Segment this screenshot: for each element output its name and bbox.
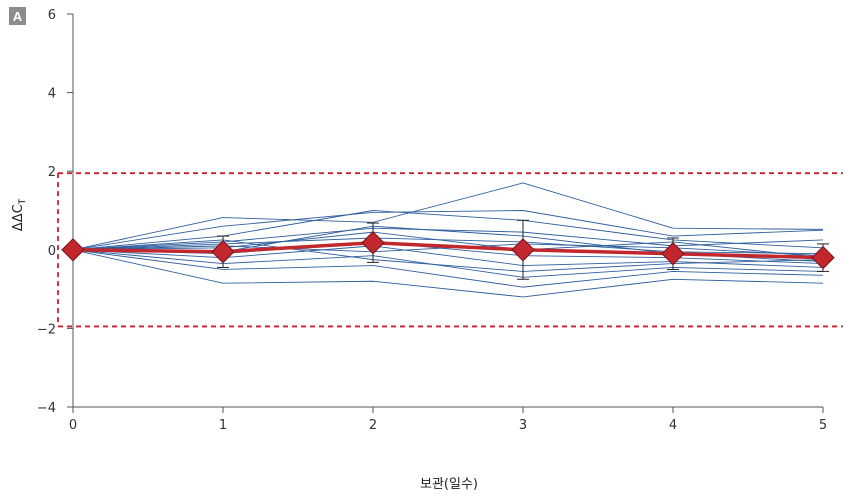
mean-point xyxy=(61,238,85,262)
individual-series xyxy=(72,182,824,298)
series-line xyxy=(72,210,824,251)
mean-point xyxy=(211,240,235,264)
x-tick-label: 3 xyxy=(519,418,527,433)
x-tick-label: 2 xyxy=(369,418,377,433)
series-line xyxy=(72,237,824,255)
y-axis-title-subscript: T xyxy=(18,198,28,205)
y-tick-label: −4 xyxy=(37,401,56,416)
y-tick-label: 2 xyxy=(48,165,56,180)
y-tick-label: 0 xyxy=(48,244,56,259)
panel-label-text: A xyxy=(13,9,23,24)
x-tick-label: 4 xyxy=(669,418,677,433)
panel-label: A xyxy=(9,7,26,25)
mean-point xyxy=(661,242,685,266)
mean-point xyxy=(511,238,535,262)
series-line xyxy=(72,239,824,272)
series-line xyxy=(72,249,824,288)
series-line xyxy=(72,210,824,251)
x-tick-label: 1 xyxy=(219,418,227,433)
axes: −4 −2 0 2 4 6 0 1 2 3 4 5 xyxy=(37,8,827,433)
y-tick-label: −2 xyxy=(37,322,56,337)
series-line xyxy=(72,182,824,251)
series-line xyxy=(72,249,824,278)
y-axis-title-main: ΔΔC xyxy=(11,204,26,231)
panel-label-box xyxy=(9,7,26,25)
y-axis-title: ΔΔCT xyxy=(11,198,28,231)
x-axis-title: 보관(일수) xyxy=(420,477,478,492)
x-tick-label: 0 xyxy=(69,418,77,433)
mean-series xyxy=(61,219,835,280)
x-tick-label: 5 xyxy=(819,418,827,433)
series-line xyxy=(72,249,824,298)
mean-line xyxy=(72,240,824,260)
threshold-band xyxy=(57,172,843,328)
mean-point xyxy=(811,245,835,270)
series-line xyxy=(72,231,824,259)
y-tick-label: 4 xyxy=(48,87,56,102)
mean-point xyxy=(361,231,385,255)
y-tick-label: 6 xyxy=(48,8,56,23)
